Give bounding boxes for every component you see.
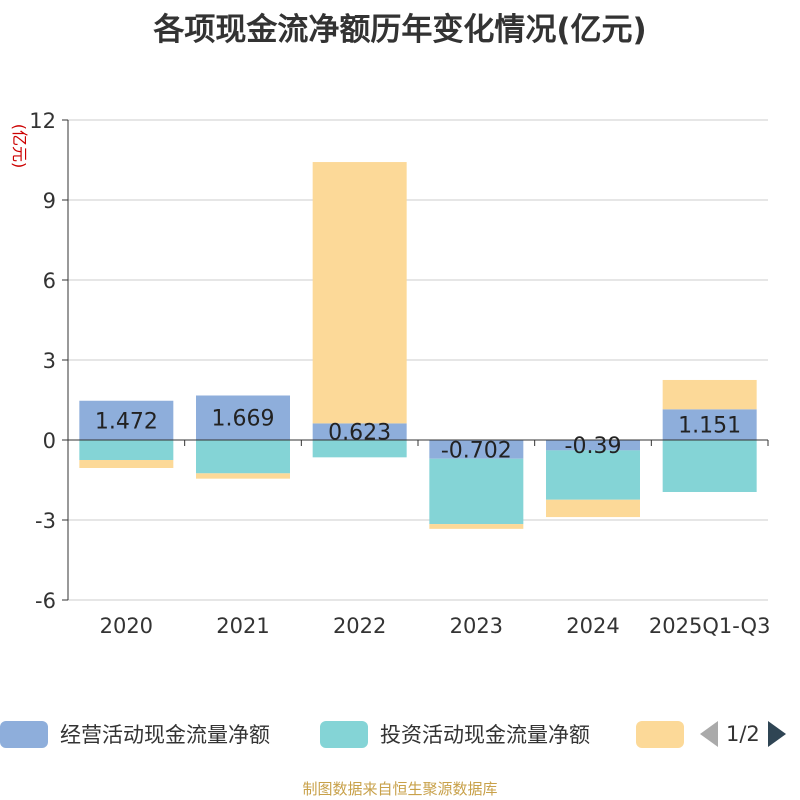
legend-swatch-financing — [636, 720, 684, 748]
x-tick-label: 2020 — [100, 614, 153, 638]
legend-item-operating[interactable]: 经营活动现金流量净额 — [0, 718, 270, 750]
bar-series1-2023[interactable] — [429, 440, 524, 459]
bar-series2-2025Q1-Q3[interactable] — [662, 440, 757, 492]
pager-next-icon[interactable] — [767, 721, 786, 747]
chart-title: 各项现金流净额历年变化情况(亿元) — [153, 12, 647, 48]
data-label-operating: -0.39 — [565, 434, 622, 459]
bar-series1-2025Q1-Q3[interactable] — [662, 409, 757, 440]
legend-pager: 1/2 — [700, 718, 786, 750]
data-label-operating: 1.472 — [95, 409, 158, 434]
x-tick-label: 2025Q1-Q3 — [649, 614, 771, 638]
bar-series2-2020[interactable] — [79, 440, 174, 460]
legend-item-financing[interactable] — [636, 718, 684, 750]
legend-swatch-operating — [0, 720, 48, 748]
y-tick-label: -3 — [35, 509, 56, 533]
bar-series1-2022[interactable] — [312, 423, 407, 440]
bar-series3-2025Q1-Q3[interactable] — [662, 379, 757, 410]
y-axis-unit-label: (亿元) — [10, 124, 29, 169]
data-label-operating: 1.151 — [678, 414, 741, 439]
y-tick-label: 6 — [43, 269, 56, 293]
pager-prev-icon[interactable] — [700, 721, 718, 747]
y-tick-label: 3 — [43, 349, 56, 373]
bar-series2-2024[interactable] — [546, 450, 640, 500]
bar-series2-2021[interactable] — [196, 440, 290, 474]
bar-series2-2023[interactable] — [429, 458, 524, 525]
source-note: 制图数据来自恒生聚源数据库 — [302, 780, 498, 798]
legend-swatch-investing — [320, 720, 368, 748]
x-tick-label: 2021 — [216, 614, 269, 638]
x-tick-label: 2024 — [566, 614, 619, 638]
bar-series3-2022[interactable] — [312, 162, 407, 424]
bar-series1-2024[interactable] — [546, 440, 640, 451]
data-label-operating: 1.669 — [212, 407, 275, 432]
y-tick-label: 12 — [29, 109, 56, 133]
legend-label-operating: 经营活动现金流量净额 — [60, 723, 270, 747]
legend-item-investing[interactable]: 投资活动现金流量净额 — [320, 718, 590, 750]
legend-label-investing: 投资活动现金流量净额 — [380, 723, 590, 747]
data-label-operating: -0.702 — [441, 438, 512, 463]
bar-series1-2020[interactable] — [79, 400, 174, 440]
bar-series2-2022[interactable] — [312, 440, 407, 458]
y-tick-label: -6 — [35, 589, 56, 613]
x-tick-label: 2023 — [450, 614, 503, 638]
bar-series3-2020[interactable] — [79, 460, 174, 468]
bar-series3-2021[interactable] — [196, 473, 290, 479]
pager-page-indicator: 1/2 — [726, 722, 760, 746]
bar-series3-2023[interactable] — [429, 524, 524, 529]
y-tick-label: 9 — [43, 189, 56, 213]
bar-series1-2021[interactable] — [196, 395, 290, 440]
x-tick-label: 2022 — [333, 614, 386, 638]
y-tick-label: 0 — [43, 429, 56, 453]
data-label-operating: 0.623 — [328, 421, 391, 446]
bar-series3-2024[interactable] — [546, 499, 640, 518]
